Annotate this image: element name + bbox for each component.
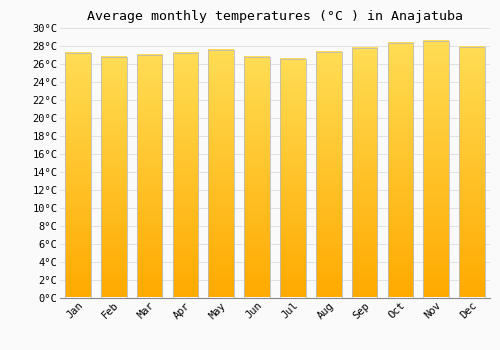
Bar xyxy=(316,52,342,298)
Bar xyxy=(459,47,485,298)
Bar xyxy=(101,57,126,298)
Bar xyxy=(208,50,234,298)
Bar xyxy=(424,42,449,298)
Title: Average monthly temperatures (°C ) in Anajatuba: Average monthly temperatures (°C ) in An… xyxy=(87,10,463,23)
Bar xyxy=(136,55,162,298)
Bar xyxy=(172,53,199,298)
Bar xyxy=(280,58,306,298)
Bar xyxy=(388,43,413,298)
Bar xyxy=(352,48,378,298)
Bar xyxy=(65,53,91,298)
Bar xyxy=(244,57,270,298)
